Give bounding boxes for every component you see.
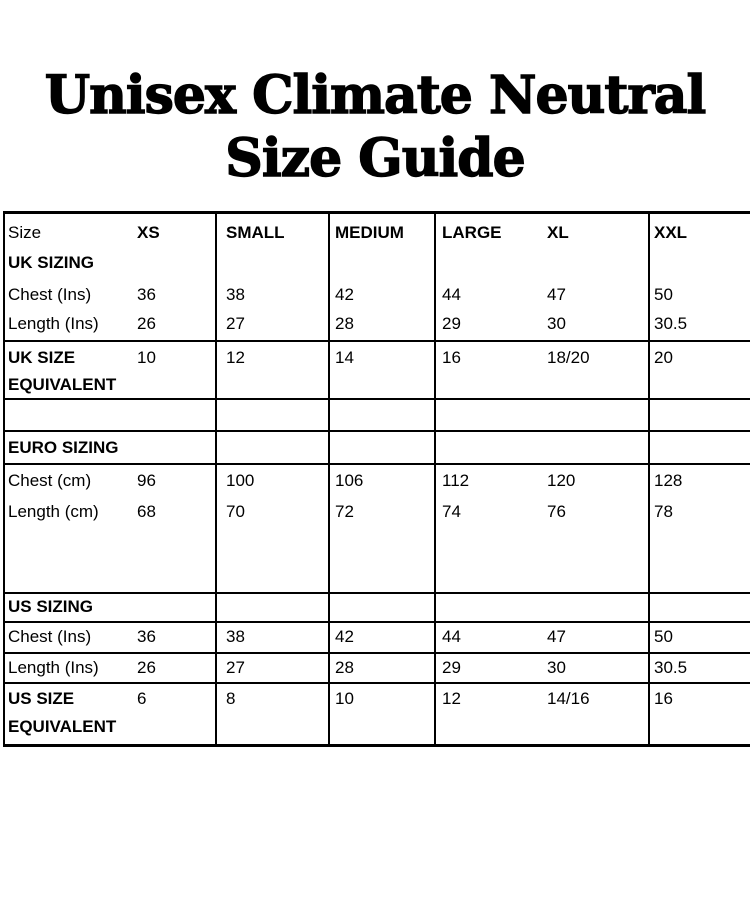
grid-line <box>3 592 750 594</box>
grid-line <box>328 211 330 747</box>
us-length-value: 30 <box>547 658 566 677</box>
uk-equivalent-value: 14 <box>335 348 354 367</box>
euro-chest-value: 120 <box>547 471 576 490</box>
uk-length-value: 26 <box>137 314 156 333</box>
euro-length-value: 78 <box>654 502 673 521</box>
uk-equivalent-value: 10 <box>137 348 156 367</box>
col-header-size: Size <box>8 223 42 242</box>
uk-sizing-label: UK SIZING <box>8 253 94 272</box>
uk-length-value: 29 <box>442 314 461 333</box>
uk-length-value: 28 <box>335 314 354 333</box>
euro-chest-value: 100 <box>226 471 255 490</box>
grid-line-left <box>3 211 5 747</box>
grid-line <box>3 430 750 432</box>
us-length-value: 26 <box>137 658 156 677</box>
us-length-label: Length (Ins) <box>8 658 99 677</box>
euro-length-value: 68 <box>137 502 156 521</box>
euro-chest-value: 96 <box>137 471 156 490</box>
col-header-large: LARGE <box>442 223 502 242</box>
grid-line <box>3 463 750 465</box>
uk-chest-value: 36 <box>137 285 156 304</box>
page-title-line2: Size Guide <box>225 127 527 189</box>
uk-size-equivalent-label-line2: EQUIVALENT <box>8 375 117 394</box>
uk-equivalent-value: 18/20 <box>547 348 590 367</box>
us-chest-label: Chest (Ins) <box>8 627 92 646</box>
us-length-value: 27 <box>226 658 245 677</box>
us-equivalent-value: 16 <box>654 689 673 708</box>
us-chest-value: 50 <box>654 627 673 646</box>
uk-length-value: 27 <box>226 314 245 333</box>
page-title-line1: Unisex Climate Neutral <box>44 64 707 126</box>
us-equivalent-value: 8 <box>226 689 236 708</box>
us-size-equivalent-label-line2: EQUIVALENT <box>8 717 117 736</box>
uk-length-value: 30 <box>547 314 566 333</box>
grid-line <box>3 652 750 654</box>
uk-length-value: 30.5 <box>654 314 688 333</box>
us-chest-value: 36 <box>137 627 156 646</box>
us-chest-value: 44 <box>442 627 461 646</box>
us-equivalent-value: 6 <box>137 689 147 708</box>
us-length-value: 28 <box>335 658 354 677</box>
us-size-equivalent-label-line1: US SIZE <box>8 689 75 708</box>
euro-length-value: 72 <box>335 502 354 521</box>
grid-line <box>434 211 436 747</box>
uk-equivalent-value: 12 <box>226 348 245 367</box>
uk-chest-value: 50 <box>654 285 673 304</box>
euro-length-value: 70 <box>226 502 245 521</box>
grid-line <box>648 211 650 747</box>
uk-length-label: Length (Ins) <box>8 314 99 333</box>
uk-chest-value: 47 <box>547 285 566 304</box>
euro-chest-label: Chest (cm) <box>8 471 92 490</box>
uk-equivalent-value: 20 <box>654 348 673 367</box>
us-length-value: 30.5 <box>654 658 688 677</box>
us-equivalent-value: 12 <box>442 689 461 708</box>
grid-line <box>3 340 750 342</box>
euro-chest-value: 112 <box>442 471 470 490</box>
euro-length-label: Length (cm) <box>8 502 99 521</box>
col-header-xs: XS <box>137 223 160 242</box>
uk-size-equivalent-label-line1: UK SIZE <box>8 348 76 367</box>
euro-length-value: 76 <box>547 502 566 521</box>
us-sizing-label: US SIZING <box>8 597 94 616</box>
grid-line <box>215 211 217 747</box>
grid-line-bottom <box>3 744 750 747</box>
euro-sizing-label: EURO SIZING <box>8 438 119 457</box>
uk-chest-value: 42 <box>335 285 354 304</box>
us-equivalent-value: 10 <box>335 689 354 708</box>
us-chest-value: 47 <box>547 627 566 646</box>
uk-equivalent-value: 16 <box>442 348 461 367</box>
euro-chest-value: 106 <box>335 471 364 490</box>
us-chest-value: 38 <box>226 627 245 646</box>
uk-chest-value: 38 <box>226 285 245 304</box>
page-title: Unisex Climate Neutral Size Guide <box>0 64 750 190</box>
grid-line <box>3 621 750 623</box>
us-chest-value: 42 <box>335 627 354 646</box>
grid-line <box>3 682 750 684</box>
uk-chest-label: Chest (Ins) <box>8 285 92 304</box>
euro-length-value: 74 <box>442 502 461 521</box>
col-header-small: SMALL <box>226 223 285 242</box>
col-header-xxl: XXL <box>654 223 688 242</box>
euro-chest-value: 128 <box>654 471 683 490</box>
us-equivalent-value: 14/16 <box>547 689 590 708</box>
col-header-medium: MEDIUM <box>335 223 404 242</box>
uk-chest-value: 44 <box>442 285 461 304</box>
grid-line-top <box>3 211 750 214</box>
col-header-xl: XL <box>547 223 569 242</box>
grid-line <box>3 398 750 400</box>
us-length-value: 29 <box>442 658 461 677</box>
